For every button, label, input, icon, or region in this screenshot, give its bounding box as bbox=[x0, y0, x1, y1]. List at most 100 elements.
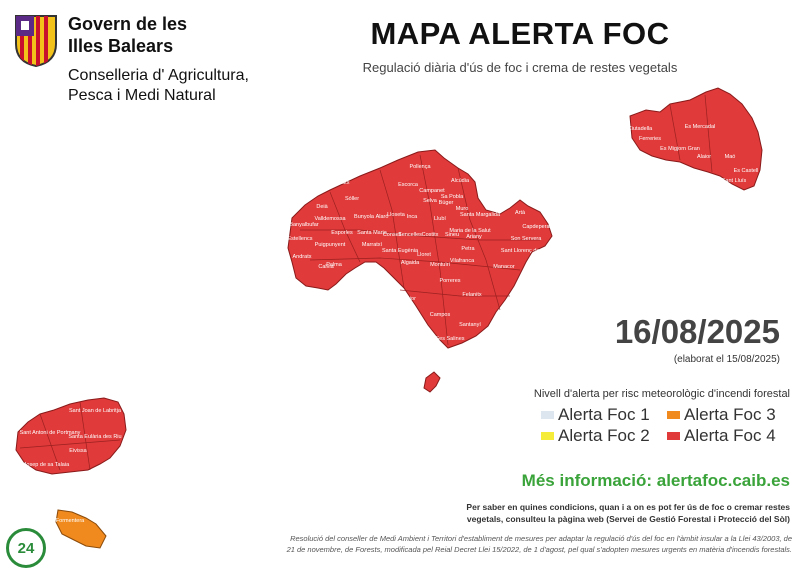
municipality-label: Consell bbox=[383, 232, 401, 238]
municipality-label: Llubí bbox=[434, 216, 446, 222]
legend-title: Nivell d'alerta per risc meteorològic d'… bbox=[533, 388, 790, 400]
menorca-island bbox=[629, 87, 763, 191]
legend-label-1: Alerta Foc 1 bbox=[558, 405, 650, 424]
legend-item-alerta-foc-2: Alerta Foc 2 bbox=[541, 426, 650, 446]
municipality-label: Eivissa bbox=[69, 448, 87, 454]
conselleria-line1: Conselleria d' Agricultura, bbox=[68, 67, 249, 84]
municipality-label: Inca bbox=[407, 214, 418, 220]
info-text: Per saber en quines condicions, quan i a… bbox=[440, 501, 790, 525]
municipality-label: Petra bbox=[461, 246, 475, 252]
municipality-label: Búger bbox=[439, 200, 454, 206]
municipality-label: Es Castell bbox=[734, 168, 759, 174]
municipality-label: Sencelles bbox=[398, 232, 422, 238]
municipality-label: Artà bbox=[515, 210, 526, 216]
cabrera-island bbox=[423, 371, 441, 393]
municipality-label: Fornalutx bbox=[327, 180, 350, 186]
municipality-label: Es Migjorn Gran bbox=[660, 146, 700, 152]
municipality-label: Selva bbox=[423, 198, 438, 204]
municipality-label: Capdepera bbox=[522, 224, 550, 230]
legend-item-alerta-foc-1: Alerta Foc 1 bbox=[541, 405, 650, 425]
municipality-label: Lloret bbox=[417, 252, 431, 258]
municipality-label: Calvià bbox=[318, 264, 334, 270]
legend-item-alerta-foc-3: Alerta Foc 3 bbox=[667, 405, 776, 425]
legal-note: Resolució del conseller de Medi Ambient … bbox=[240, 533, 792, 555]
municipality-label: Es Mercadal bbox=[685, 124, 716, 130]
municipality-label: Sant Llorenç des Cardassar bbox=[501, 248, 569, 254]
news-badge-logo: 24 bbox=[6, 528, 46, 568]
municipality-label: Alaró bbox=[376, 214, 389, 220]
municipality-label: Sant Josep de sa Talaia bbox=[11, 462, 70, 468]
municipality-label: Ses Salines bbox=[435, 336, 464, 342]
municipal-boundaries bbox=[19, 94, 713, 471]
municipality-label: Manacor bbox=[493, 264, 515, 270]
legend-swatch-3 bbox=[667, 411, 680, 419]
municipality-label: Llucmajor bbox=[392, 296, 416, 302]
municipality-label: Bunyola bbox=[354, 214, 375, 220]
municipality-label: Sant Antoni de Portmany bbox=[20, 430, 81, 436]
municipality-label: Lloseta bbox=[387, 212, 406, 218]
page-title: MAPA ALERTA FOC bbox=[370, 16, 670, 51]
municipality-label: Marratxí bbox=[362, 242, 383, 248]
municipality-label: Santa Eugènia bbox=[382, 248, 419, 254]
municipality-label: Ciutadella bbox=[628, 126, 653, 132]
municipality-label: Escorca bbox=[398, 182, 419, 188]
municipality-label: Campanet bbox=[419, 188, 445, 194]
municipality-label: Sóller bbox=[345, 196, 359, 202]
municipality-label: Formentera bbox=[56, 518, 85, 524]
legend-label-3: Alerta Foc 3 bbox=[684, 405, 776, 424]
municipality-label: Felanitx bbox=[462, 292, 482, 298]
municipality-label: Banyalbufar bbox=[289, 222, 319, 228]
legal-line1: Resolució del conseller de Medi Ambient … bbox=[290, 534, 792, 543]
municipality-label: Maó bbox=[725, 154, 736, 160]
gov-name-line1: Govern de les bbox=[68, 14, 188, 34]
municipality-label: Estellencs bbox=[287, 236, 312, 242]
formentera-island bbox=[55, 509, 107, 549]
municipality-label: Valldemossa bbox=[314, 216, 346, 222]
municipality-label: Esporles bbox=[331, 230, 353, 236]
municipality-label: Costitx bbox=[422, 232, 439, 238]
legend-swatch-2 bbox=[541, 432, 554, 440]
municipality-label: Santa Maria bbox=[357, 230, 388, 236]
municipality-label: Sant Lluís bbox=[722, 178, 747, 184]
municipality-label: Campos bbox=[430, 312, 451, 318]
ibiza-island bbox=[15, 397, 127, 475]
municipality-label: Alcúdia bbox=[451, 178, 470, 184]
conselleria-line2: Pesca i Medi Natural bbox=[68, 87, 216, 104]
municipality-label: Puigpunyent bbox=[315, 242, 346, 248]
municipality-label: Sa Pobla bbox=[441, 194, 464, 200]
municipality-label: Muro bbox=[456, 206, 469, 212]
municipality-label: Algaida bbox=[401, 260, 420, 266]
municipality-label: Ferreries bbox=[639, 136, 661, 142]
municipality-label: Santa Eulària des Riu bbox=[68, 434, 121, 440]
municipality-label: Montuïri bbox=[430, 262, 450, 268]
info-text-line1: Per saber en quines condicions, quan i a… bbox=[466, 502, 790, 512]
elaborated-date: (elaborat el 15/08/2025) bbox=[673, 354, 780, 365]
municipality-label: Pollença bbox=[409, 164, 431, 170]
municipality-label: Sineu bbox=[445, 232, 459, 238]
mallorca-island bbox=[287, 149, 553, 349]
balearic-coat-of-arms-icon bbox=[15, 15, 57, 68]
legal-line2: 21 de novembre, de Forests, modificada p… bbox=[286, 545, 792, 554]
legend-item-alerta-foc-4: Alerta Foc 4 bbox=[667, 426, 776, 446]
page-subtitle: Regulació diària d'ús de foc i crema de … bbox=[362, 60, 678, 75]
municipality-label: Santa Margalida bbox=[460, 212, 501, 218]
municipality-label: Andratx bbox=[293, 254, 312, 260]
municipality-label: Santanyí bbox=[459, 322, 481, 328]
gov-name-line2: Illes Balears bbox=[68, 36, 174, 56]
municipality-label: Maria de la Salut bbox=[449, 228, 491, 234]
municipality-label: Alaior bbox=[697, 154, 711, 160]
alert-date: 16/08/2025 bbox=[614, 313, 780, 350]
legend-swatch-4 bbox=[667, 432, 680, 440]
municipality-label: Palma bbox=[326, 262, 343, 268]
municipality-label: Porreres bbox=[439, 278, 460, 284]
more-info-link[interactable]: Més informació: alertafoc.caib.es bbox=[521, 471, 790, 490]
info-text-line2: vegetals, consulteu la pàgina web (Serve… bbox=[466, 514, 790, 524]
municipality-label: Deià bbox=[316, 204, 328, 210]
municipality-label: Sant Joan de Labritja bbox=[69, 408, 122, 414]
municipality-label: Son Servera bbox=[511, 236, 543, 242]
legend-swatch-1 bbox=[541, 411, 554, 419]
legend-label-2: Alerta Foc 2 bbox=[558, 426, 650, 445]
municipality-label: Ariany bbox=[466, 234, 482, 240]
